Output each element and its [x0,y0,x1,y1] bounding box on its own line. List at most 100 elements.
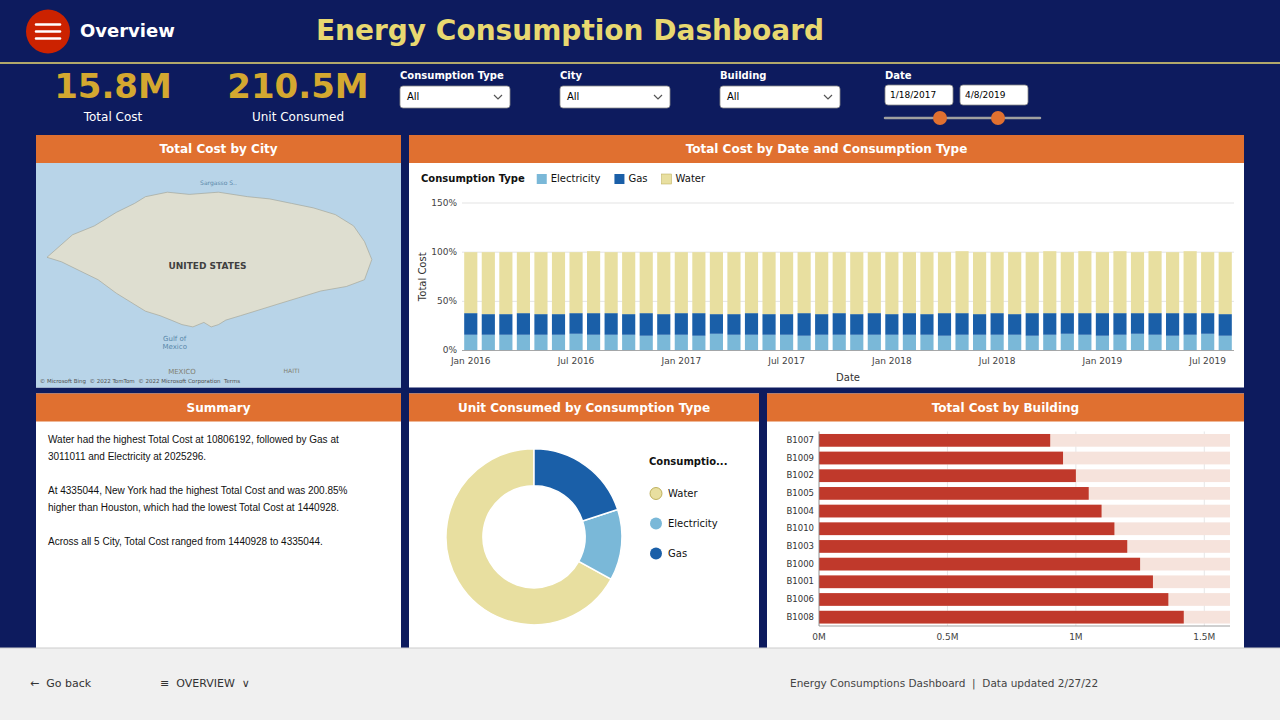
tick-label: 50% [437,296,457,306]
bar-segment [850,335,863,351]
bar-segment [569,252,582,313]
footer-text: Energy Consumptions Dashboard | Data upd… [790,677,1098,690]
bar-segment [920,252,933,314]
bar-segment [1026,252,1039,313]
bar-track [819,593,1230,606]
bar-segment [920,314,933,335]
bar-segment [710,252,723,314]
filter-dropdown[interactable] [560,86,670,108]
panel-title: Total Cost by Building [932,401,1079,415]
page-background [0,0,1280,720]
bar-segment [710,314,723,334]
bar-track [819,611,1230,624]
tick-label: Jul 2016 [557,356,595,366]
bar-segment [885,314,898,335]
menu-icon-line [36,30,60,33]
bar-segment [1043,251,1056,313]
grid-line [819,432,820,627]
bar-segment [973,252,986,314]
bar-segment [1096,336,1109,351]
map-label: © Microsoft Bing © 2022 TomTom © 2022 Mi… [40,378,241,385]
bar-segment [1008,314,1021,335]
tick-label: B1004 [787,506,814,516]
dropdown-chevron [654,95,662,99]
text-line: Across all 5 City, Total Cost ranged fro… [48,535,323,546]
legend-swatch [650,548,662,560]
date-slider-track [885,117,1040,120]
bar-track [819,434,1230,447]
bar-segment [745,335,758,351]
page-menu[interactable]: ≡ OVERVIEW ∨ [160,677,250,690]
tick-label: Jul 2018 [978,356,1016,366]
date-input[interactable] [960,85,1028,105]
panel-title-bar [36,135,401,163]
bar-segment [534,314,547,335]
bar-track [819,575,1230,588]
bar-track [819,522,1230,535]
bar-segment [1148,251,1161,313]
panel [409,394,759,649]
footer [0,648,1280,720]
bar-segment [833,335,846,351]
filter-dropdown[interactable] [400,86,510,108]
filter-dropdown[interactable] [720,86,840,108]
tick-label: B1008 [787,612,814,622]
bar-segment [657,335,670,351]
date-slider-handle[interactable] [933,111,947,125]
y-axis: 0%50%100%150% [431,198,1234,356]
bar-segment [587,313,600,335]
bar [819,540,1127,553]
bar-segment [938,252,951,313]
bar-segment [885,252,898,314]
bar-segment [710,334,723,351]
tick-label: B1003 [787,541,814,551]
date-slider-handle[interactable] [991,111,1005,125]
bar-segment [1043,313,1056,335]
menu-icon-line [36,23,60,26]
dropdown-chevron [824,95,832,99]
date-value: 1/18/2017 [890,90,936,100]
bar-segment [762,335,775,351]
tick-label: Jul 2017 [767,356,805,366]
map-land [47,192,372,327]
menu-icon-line [36,37,60,40]
tick-label: 150% [431,198,457,208]
dashboard: OverviewEnergy Consumption Dashboard15.8… [0,0,1280,720]
bar-segment [1026,313,1039,336]
bar-segment [605,313,618,335]
bar [819,469,1076,482]
donut-slice [534,449,618,521]
menu-button[interactable] [26,10,70,54]
y-axis-line [819,432,820,627]
bar-track [819,487,1230,500]
bar-segment [552,314,565,335]
bar-segment [1201,334,1214,351]
filter-label: Date [885,70,912,81]
bar-segment [1026,336,1039,351]
bar-segment [1078,251,1091,313]
filter-label: Consumption Type [400,70,504,81]
back-link[interactable]: ← Go back [30,677,92,690]
date-input[interactable] [885,85,953,105]
text-line: Gulf of [163,335,187,343]
tick-label: B1002 [787,470,814,480]
kpi-value: 210.5M [227,66,368,106]
bar-segment [903,252,916,313]
bar [819,558,1140,571]
bar-segment [798,313,811,336]
summary-text: Water had the highest Total Cost at 1080… [48,433,348,546]
panel [409,135,1244,388]
bar-segment [973,335,986,351]
bar-segment [692,336,705,351]
bar-segment [675,313,688,335]
legend-entry: Gas [628,173,647,184]
panel-title: Summary [186,401,250,415]
bar-segment [569,334,582,351]
bar-segment [745,252,758,313]
bar-segment [499,314,512,335]
legend-entry: Water [668,488,698,499]
bar-segment [1078,335,1091,351]
grid-line [462,203,1234,204]
bar-segment [1061,334,1074,351]
bar-segment [569,313,582,334]
